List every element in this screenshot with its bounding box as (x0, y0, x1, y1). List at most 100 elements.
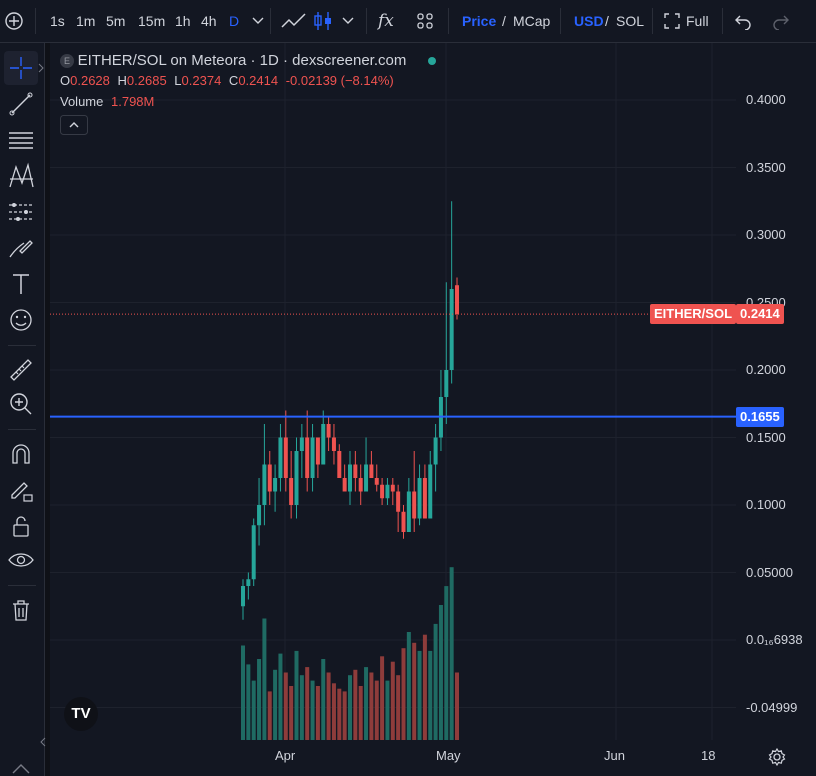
redo-icon[interactable] (772, 12, 790, 30)
interval-15m[interactable]: 15m (138, 13, 166, 29)
candle[interactable] (241, 579, 245, 620)
chevron-up-icon[interactable] (6, 761, 36, 775)
candle[interactable] (417, 464, 422, 526)
undo-icon[interactable] (734, 12, 752, 30)
candle[interactable] (412, 451, 417, 532)
volume-bar (251, 680, 256, 740)
zoom-in-icon[interactable] (6, 389, 36, 419)
magnet-icon[interactable] (6, 439, 36, 469)
fullscreen-icon[interactable] (664, 13, 680, 29)
candle[interactable] (299, 424, 304, 478)
candle[interactable] (262, 424, 267, 526)
chevron-down-icon[interactable] (251, 13, 265, 29)
candle[interactable] (358, 464, 363, 506)
interval-5m[interactable]: 5m (106, 13, 126, 29)
settings-gear-icon[interactable] (767, 747, 787, 767)
candle[interactable] (433, 424, 438, 492)
mcap-toggle[interactable]: MCap (513, 13, 551, 29)
candle[interactable] (310, 424, 315, 492)
candle[interactable] (305, 410, 310, 492)
line-chart-icon[interactable] (281, 11, 307, 31)
candle[interactable] (294, 437, 299, 519)
candle[interactable] (369, 451, 374, 478)
candle[interactable] (246, 572, 251, 600)
candle[interactable] (428, 451, 433, 519)
collapse-panel-icon[interactable] (40, 737, 46, 747)
text-icon[interactable] (6, 269, 36, 299)
forecast-icon[interactable] (6, 197, 36, 227)
candle-body (455, 285, 459, 315)
legend-title-row: E EITHER/SOL on Meteora · 1D · dexscreen… (60, 52, 436, 69)
candle[interactable] (251, 518, 256, 587)
horizontal-line-price-badge[interactable]: 0.1655 (736, 406, 784, 427)
candle-body (374, 478, 379, 485)
candle[interactable] (267, 451, 272, 505)
interval-1s[interactable]: 1s (50, 13, 65, 29)
volume-bar (385, 680, 390, 740)
interval-4h[interactable]: 4h (201, 13, 217, 29)
candle[interactable] (374, 464, 379, 492)
candle[interactable] (278, 424, 283, 492)
candle[interactable] (315, 437, 320, 479)
trash-icon[interactable] (6, 595, 36, 625)
usd-toggle[interactable]: USD (574, 13, 604, 29)
symbol-title[interactable]: EITHER/SOL on Meteora · 1D · dexscreener… (77, 52, 407, 70)
candle[interactable] (444, 282, 449, 424)
trend-line-icon[interactable] (6, 89, 36, 119)
chevron-right-icon[interactable] (38, 63, 44, 73)
candle[interactable] (348, 451, 352, 505)
volume-bar (417, 650, 422, 740)
open-value: 0.2628 (70, 73, 110, 88)
candle[interactable] (406, 478, 411, 532)
interval-d[interactable]: D (229, 13, 240, 29)
candles-icon[interactable] (313, 10, 333, 32)
candle[interactable] (390, 478, 395, 505)
sol-toggle[interactable]: SOL (616, 13, 645, 29)
candle[interactable] (455, 277, 459, 320)
layouts-icon[interactable] (416, 12, 434, 30)
lock-icon[interactable] (6, 511, 36, 541)
collapse-legend-button[interactable] (60, 115, 88, 135)
crosshair-icon[interactable] (6, 53, 36, 83)
tradingview-logo[interactable]: TV (64, 697, 98, 731)
candle[interactable] (364, 437, 369, 492)
price-toggle[interactable]: Price (462, 13, 497, 29)
time-axis[interactable]: Apr May Jun 18 (50, 740, 816, 776)
candle[interactable] (337, 444, 342, 478)
candle[interactable] (257, 478, 262, 546)
interval-1m[interactable]: 1m (76, 13, 96, 29)
indicators-button[interactable]: fx (378, 11, 394, 31)
pattern-icon[interactable] (6, 161, 36, 191)
price-axis[interactable]: 0.4000 0.3500 0.3000 0.2500 0.2000 0.1500 0.10… (736, 43, 816, 740)
candle[interactable] (380, 478, 385, 505)
candle[interactable] (449, 201, 454, 384)
candle[interactable] (396, 484, 401, 532)
eye-icon[interactable] (6, 545, 36, 575)
candle[interactable] (273, 464, 278, 512)
volume-bar (294, 650, 299, 740)
interval-1h[interactable]: 1h (175, 13, 191, 29)
candle[interactable] (385, 478, 390, 505)
candle[interactable] (289, 451, 294, 519)
candle[interactable] (331, 424, 336, 465)
brush-icon[interactable] (6, 233, 36, 263)
add-symbol-icon[interactable] (4, 11, 24, 31)
emoji-icon[interactable] (6, 305, 36, 335)
chart-pane[interactable]: E EITHER/SOL on Meteora · 1D · dexscreen… (50, 43, 736, 740)
fullscreen-button[interactable]: Full (686, 13, 709, 29)
fib-retracement-icon[interactable] (6, 125, 36, 155)
candle[interactable] (342, 464, 347, 492)
candle[interactable] (326, 417, 331, 451)
candle[interactable] (283, 410, 288, 492)
candle-body (273, 478, 278, 492)
candle[interactable] (353, 451, 358, 492)
ruler-icon[interactable] (6, 355, 36, 385)
candle[interactable] (438, 370, 443, 451)
candle[interactable] (422, 464, 427, 519)
candle[interactable] (321, 410, 326, 465)
candle-body (337, 451, 342, 478)
chevron-down-icon[interactable] (341, 13, 355, 29)
candle[interactable] (401, 505, 406, 539)
chart-canvas[interactable] (50, 43, 736, 740)
lock-draw-icon[interactable] (6, 475, 36, 505)
